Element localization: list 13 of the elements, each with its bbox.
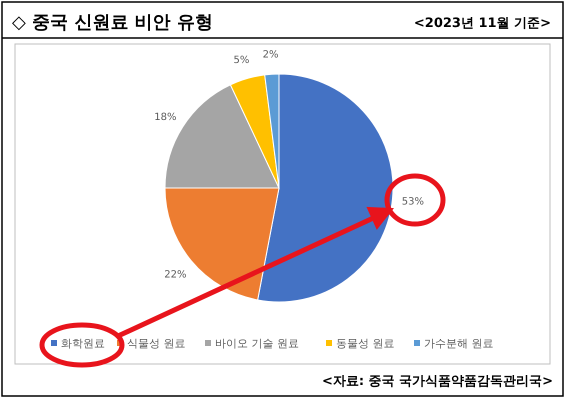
chart-title: ◇ 중국 신원료 비안 유형 xyxy=(12,12,213,33)
data-label: 18% xyxy=(154,112,177,123)
legend-label: 화학원료 xyxy=(61,337,105,350)
data-label: 2% xyxy=(262,50,278,61)
data-label: 22% xyxy=(164,270,186,281)
legend-label: 동물성 원료 xyxy=(336,337,394,350)
legend-label: 가수분해 원료 xyxy=(424,337,494,350)
data-label: 53% xyxy=(402,196,424,208)
legend-label: 바이오 기술 원료 xyxy=(215,337,299,350)
data-label: 5% xyxy=(234,54,250,66)
text: <자료: 중국 국가식품약품감독관리국> xyxy=(322,374,553,389)
chart-subtitle: <2023년 11월 기준> xyxy=(414,16,551,31)
legend-label: 식물성 원료 xyxy=(127,337,186,350)
